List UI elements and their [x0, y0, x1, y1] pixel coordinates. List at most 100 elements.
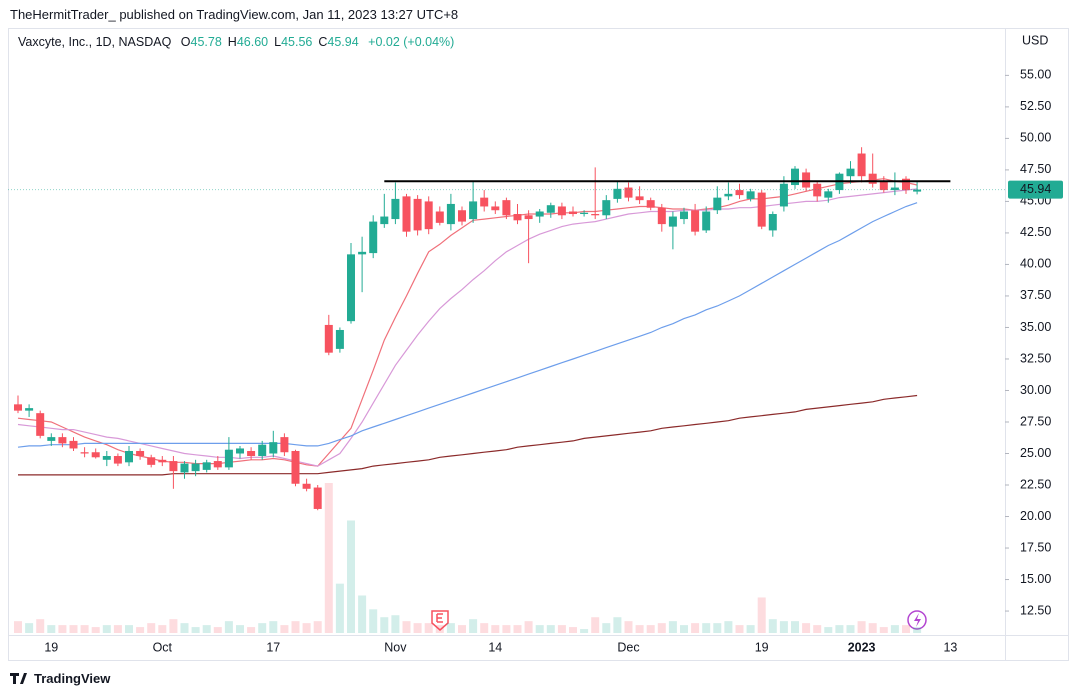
- volume-bar: [413, 623, 422, 633]
- volume-bar: [25, 623, 34, 633]
- candle-body: [302, 483, 311, 489]
- last-price-label: 45.94: [1020, 182, 1051, 196]
- moving-average-line: [17, 188, 918, 467]
- candle-body: [735, 190, 744, 196]
- candle-body: [236, 448, 244, 454]
- candle-body: [580, 212, 589, 215]
- volume-bar: [324, 483, 333, 633]
- ohlc-value: 45.94: [327, 35, 359, 49]
- candle-body: [491, 206, 500, 211]
- candle-body: [635, 196, 644, 201]
- candle-body: [802, 172, 811, 188]
- candle-body: [136, 450, 145, 457]
- ohlc-key: L: [274, 35, 282, 49]
- volume-bar: [446, 623, 455, 633]
- x-tick-label: Oct: [153, 640, 173, 654]
- volume-bar: [546, 625, 555, 633]
- candle-body: [380, 216, 389, 225]
- volume-bar: [102, 625, 111, 633]
- candle-body: [480, 197, 489, 207]
- candle-body: [147, 457, 156, 465]
- candle-body: [391, 198, 400, 220]
- candle-body: [846, 168, 855, 177]
- y-tick-label: 50.00: [1020, 131, 1051, 145]
- candle-body: [247, 450, 256, 457]
- candle-body: [324, 324, 333, 353]
- volume-bar: [36, 619, 45, 633]
- volume-bar: [236, 625, 244, 633]
- candle-body: [58, 437, 67, 444]
- candle-body: [557, 206, 566, 216]
- dividend-icon: [907, 610, 927, 630]
- volume-bar: [280, 625, 289, 633]
- candle-body: [546, 205, 555, 213]
- moving-average-line: [18, 394, 918, 476]
- candle-body: [91, 452, 100, 458]
- candle-body: [879, 181, 888, 191]
- volume-bar: [335, 583, 344, 633]
- candle-body: [713, 197, 722, 211]
- y-tick-label: 25.00: [1020, 446, 1051, 460]
- volume-bars: [14, 483, 922, 633]
- volume-bar: [469, 619, 478, 633]
- volume-bar: [802, 623, 811, 633]
- candle-body: [36, 413, 45, 436]
- candle-body: [158, 459, 167, 463]
- currency-label: USD: [1022, 33, 1048, 47]
- candle-body: [213, 461, 222, 468]
- x-tick-label: 17: [266, 640, 280, 654]
- volume-bar: [657, 623, 666, 633]
- tradingview-logo: [10, 673, 27, 684]
- candle-body: [258, 444, 267, 457]
- candle-body: [768, 214, 777, 231]
- y-tick-label: 20.00: [1020, 509, 1051, 523]
- volume-bar: [80, 625, 89, 633]
- volume-bar: [524, 621, 533, 633]
- candle-body: [868, 173, 877, 184]
- volume-bar: [835, 625, 844, 633]
- y-tick-label: 35.00: [1020, 320, 1051, 334]
- candle-body: [857, 153, 866, 177]
- volume-bar: [269, 621, 278, 633]
- volume-bar: [391, 615, 400, 633]
- volume-bar: [580, 629, 589, 633]
- candle-body: [624, 187, 633, 198]
- y-tick-label: 27.50: [1020, 414, 1051, 428]
- volume-bar: [857, 621, 866, 633]
- volume-bar: [136, 627, 145, 633]
- ohlc-value: 46.60: [236, 35, 269, 49]
- volume-bar: [757, 597, 766, 633]
- ohlc-key: O: [180, 35, 191, 49]
- y-tick-label: 52.50: [1020, 99, 1051, 113]
- y-tick-label: 12.50: [1020, 603, 1051, 617]
- volume-bar: [302, 623, 311, 633]
- volume-bar: [14, 621, 22, 633]
- volume-bar: [591, 617, 600, 633]
- volume-bar: [291, 621, 300, 633]
- volume-bar: [247, 627, 256, 633]
- volume-bar: [180, 623, 189, 633]
- volume-bar: [791, 621, 799, 633]
- candle-body: [125, 450, 133, 463]
- volume-bar: [735, 625, 744, 633]
- volume-bar: [668, 621, 677, 633]
- volume-bar: [202, 625, 211, 633]
- volume-bar: [613, 617, 622, 633]
- candle-body: [413, 198, 422, 231]
- candles: [14, 147, 922, 511]
- candle-body: [813, 183, 822, 197]
- candle-body: [335, 329, 344, 349]
- moving-average-line: [17, 202, 918, 448]
- x-tick-label: Dec: [617, 640, 639, 654]
- volume-bar: [902, 625, 910, 633]
- volume-bar: [879, 627, 888, 633]
- volume-bar: [158, 625, 167, 633]
- candle-body: [524, 215, 533, 220]
- candle-body: [202, 462, 211, 470]
- candle-body: [824, 191, 833, 198]
- volume-bar: [191, 627, 200, 633]
- candle-body: [191, 463, 200, 472]
- y-tick-label: 17.50: [1020, 540, 1051, 554]
- candle-body: [913, 189, 922, 192]
- volume-bar: [258, 623, 267, 633]
